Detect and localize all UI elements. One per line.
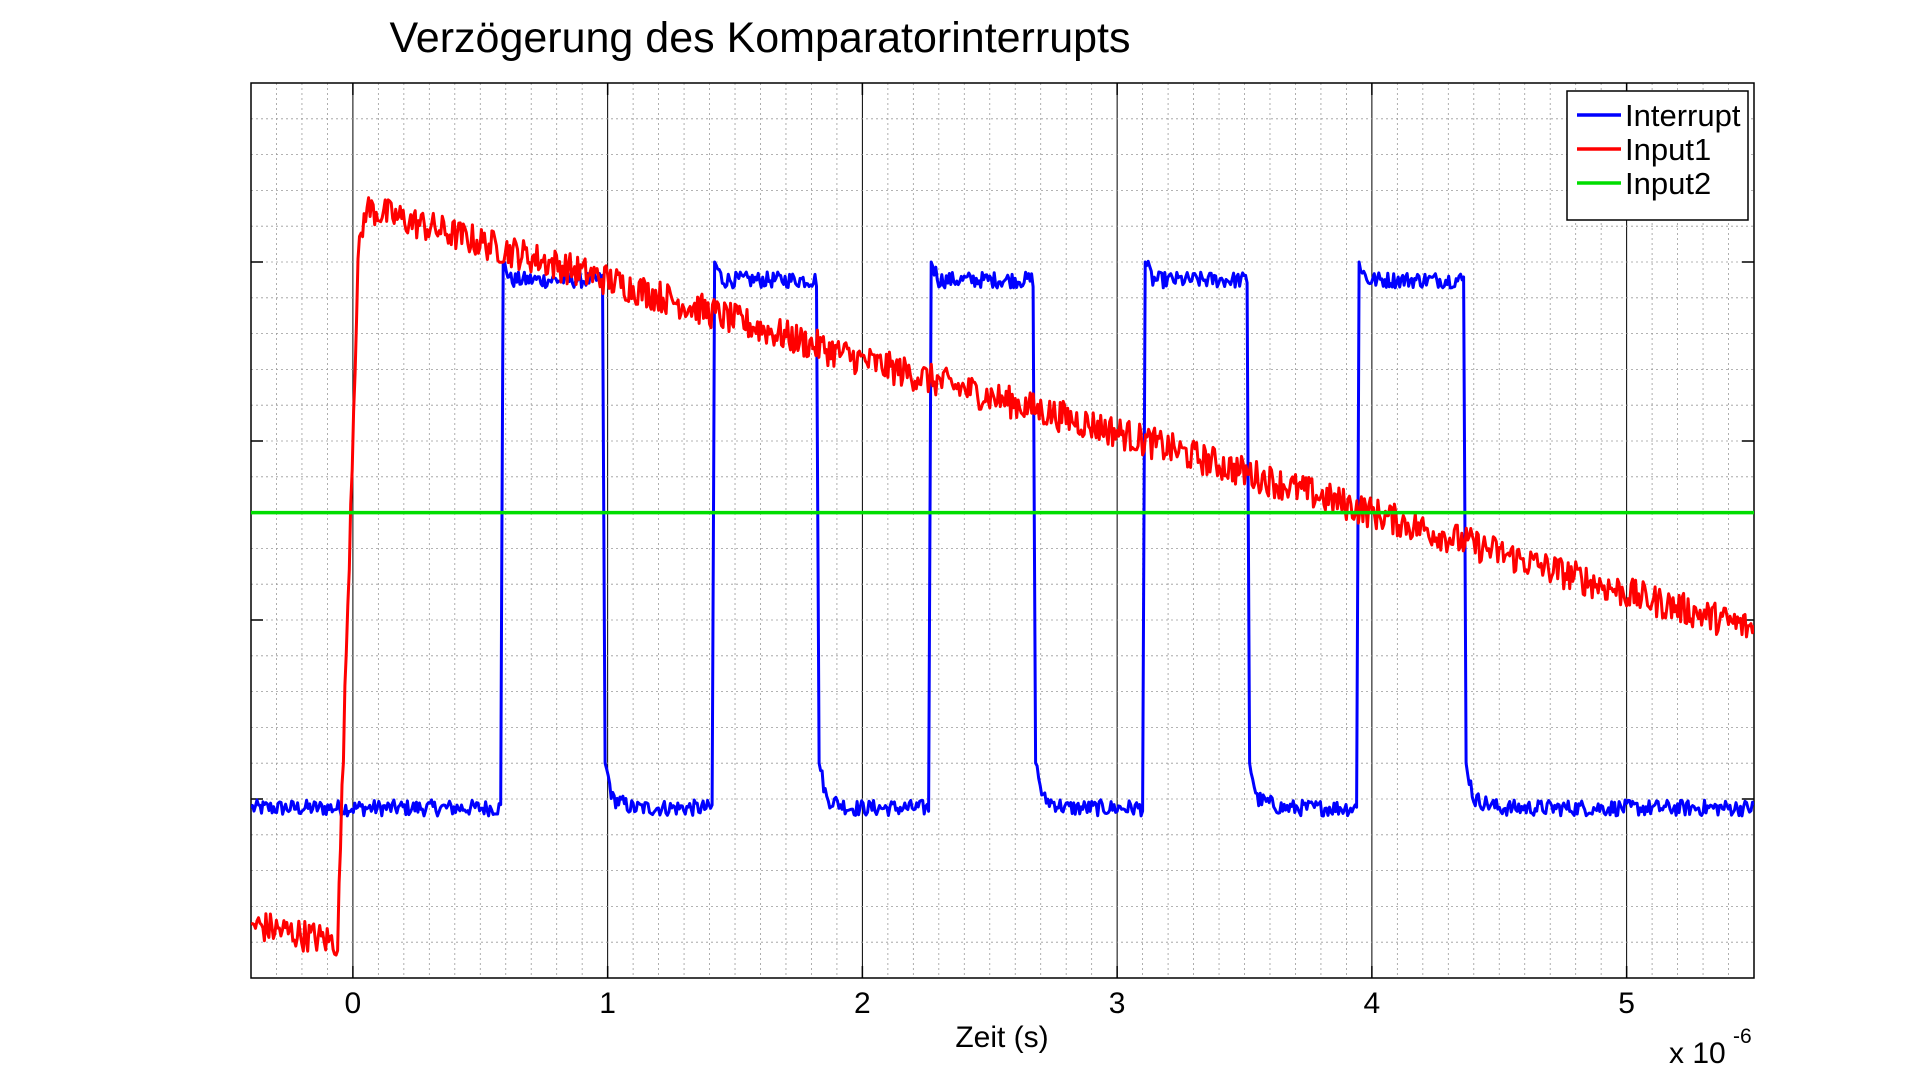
x-tick-label: 5 (1618, 987, 1635, 1020)
x-axis-label: Zeit (s) (955, 1021, 1048, 1054)
x-axis-multiplier-exponent: -6 (1733, 1025, 1752, 1048)
x-axis-multiplier-base: x 10 (1669, 1037, 1726, 1070)
legend-label-input1: Input1 (1625, 132, 1711, 167)
x-tick-label: 3 (1109, 987, 1126, 1020)
series-line-interrupt (251, 259, 1754, 818)
legend-box (1566, 90, 1749, 221)
x-tick-label: 2 (854, 987, 871, 1020)
x-axis-multiplier: x 10 -6 (1669, 1025, 1752, 1070)
x-tick-label: 1 (599, 987, 616, 1020)
x-tick-label: 0 (345, 987, 362, 1020)
series-layer (251, 196, 1754, 957)
legend-label-input2: Input2 (1625, 166, 1711, 201)
plot-frame (250, 82, 1755, 979)
grid (250, 83, 1755, 978)
x-axis-ticks: 0 1 2 3 4 5 (251, 83, 1754, 1020)
legend-label-interrupt: Interrupt (1625, 98, 1741, 133)
chart-title: Verzögerung des Komparatorinterrupts (390, 14, 1131, 62)
x-tick-label: 4 (1364, 987, 1381, 1020)
series-line-input1 (251, 196, 1754, 957)
